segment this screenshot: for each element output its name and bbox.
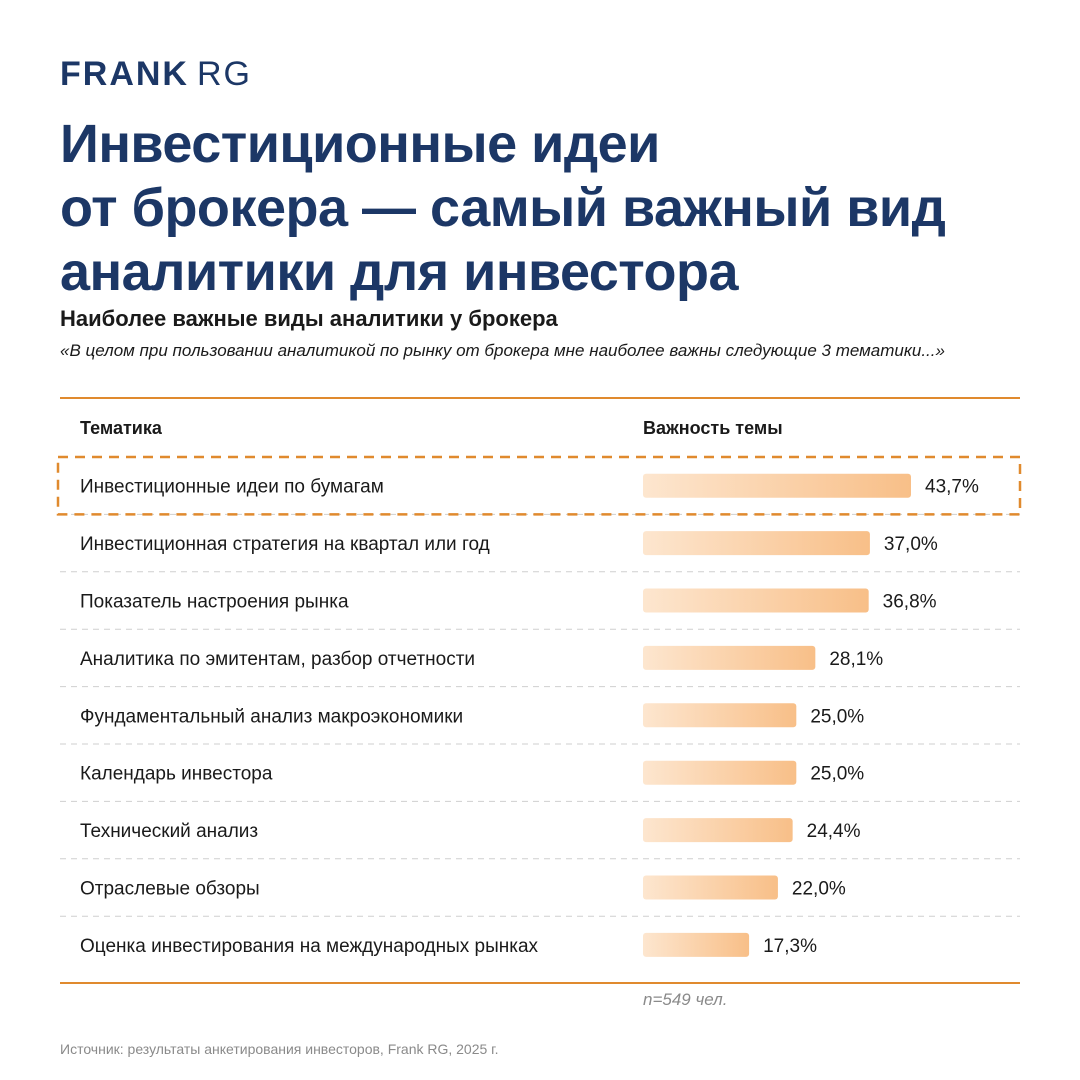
value-label: 22,0% [792, 879, 846, 900]
column-header-topic: Тематика [80, 418, 162, 438]
bar [643, 875, 778, 900]
frank-rg-logo: FRANK RG [60, 56, 252, 92]
survey-question: «В целом при пользовании аналитикой по р… [60, 341, 945, 360]
value-label: 37,0% [884, 534, 938, 555]
table-bottom-rule [60, 982, 1020, 984]
category-label: Фундаментальный анализ макроэкономики [80, 706, 463, 727]
bar [643, 703, 797, 728]
value-label: 17,3% [763, 936, 817, 957]
title-line: Инвестиционные идеи [60, 114, 660, 174]
table-top-rule [60, 397, 1020, 399]
bar [643, 531, 870, 556]
bar [643, 645, 816, 670]
bar [643, 588, 869, 613]
column-header-importance: Важность темы [643, 418, 783, 438]
category-label: Отраслевые обзоры [80, 879, 260, 900]
title-line: аналитики для инвестора [60, 242, 739, 302]
category-label: Календарь инвестора [80, 764, 273, 785]
value-label: 25,0% [810, 706, 864, 727]
category-label: Показатель настроения рынка [80, 592, 349, 613]
value-label: 36,8% [883, 592, 937, 613]
category-label: Инвестиционные идеи по бумагам [80, 477, 384, 498]
bar [643, 473, 911, 498]
value-label: 24,4% [807, 821, 861, 842]
page-title: Инвестиционные идеи от брокера — самый в… [60, 112, 1040, 304]
chart-subtitle: Наиболее важные виды аналитики у брокера [60, 306, 558, 331]
title-line: от брокера — самый важный вид [60, 178, 946, 238]
value-label: 28,1% [829, 649, 883, 670]
highlight-frame [56, 455, 1022, 516]
bar [643, 760, 797, 785]
logo-frank: FRANK [60, 55, 189, 93]
sample-size-note: n=549 чел. [643, 990, 728, 1009]
category-label: Аналитика по эмитентам, разбор отчетност… [80, 649, 475, 670]
logo-rg: RG [196, 55, 252, 93]
bar [643, 818, 793, 843]
category-label: Технический анализ [80, 821, 258, 842]
source-note: Источник: результаты анкетирования инвес… [60, 1041, 499, 1057]
value-label: 43,7% [925, 477, 979, 498]
bar [643, 932, 750, 957]
category-label: Инвестиционная стратегия на квартал или … [80, 534, 490, 555]
value-label: 25,0% [810, 764, 864, 785]
category-label: Оценка инвестирования на международных р… [80, 936, 539, 957]
